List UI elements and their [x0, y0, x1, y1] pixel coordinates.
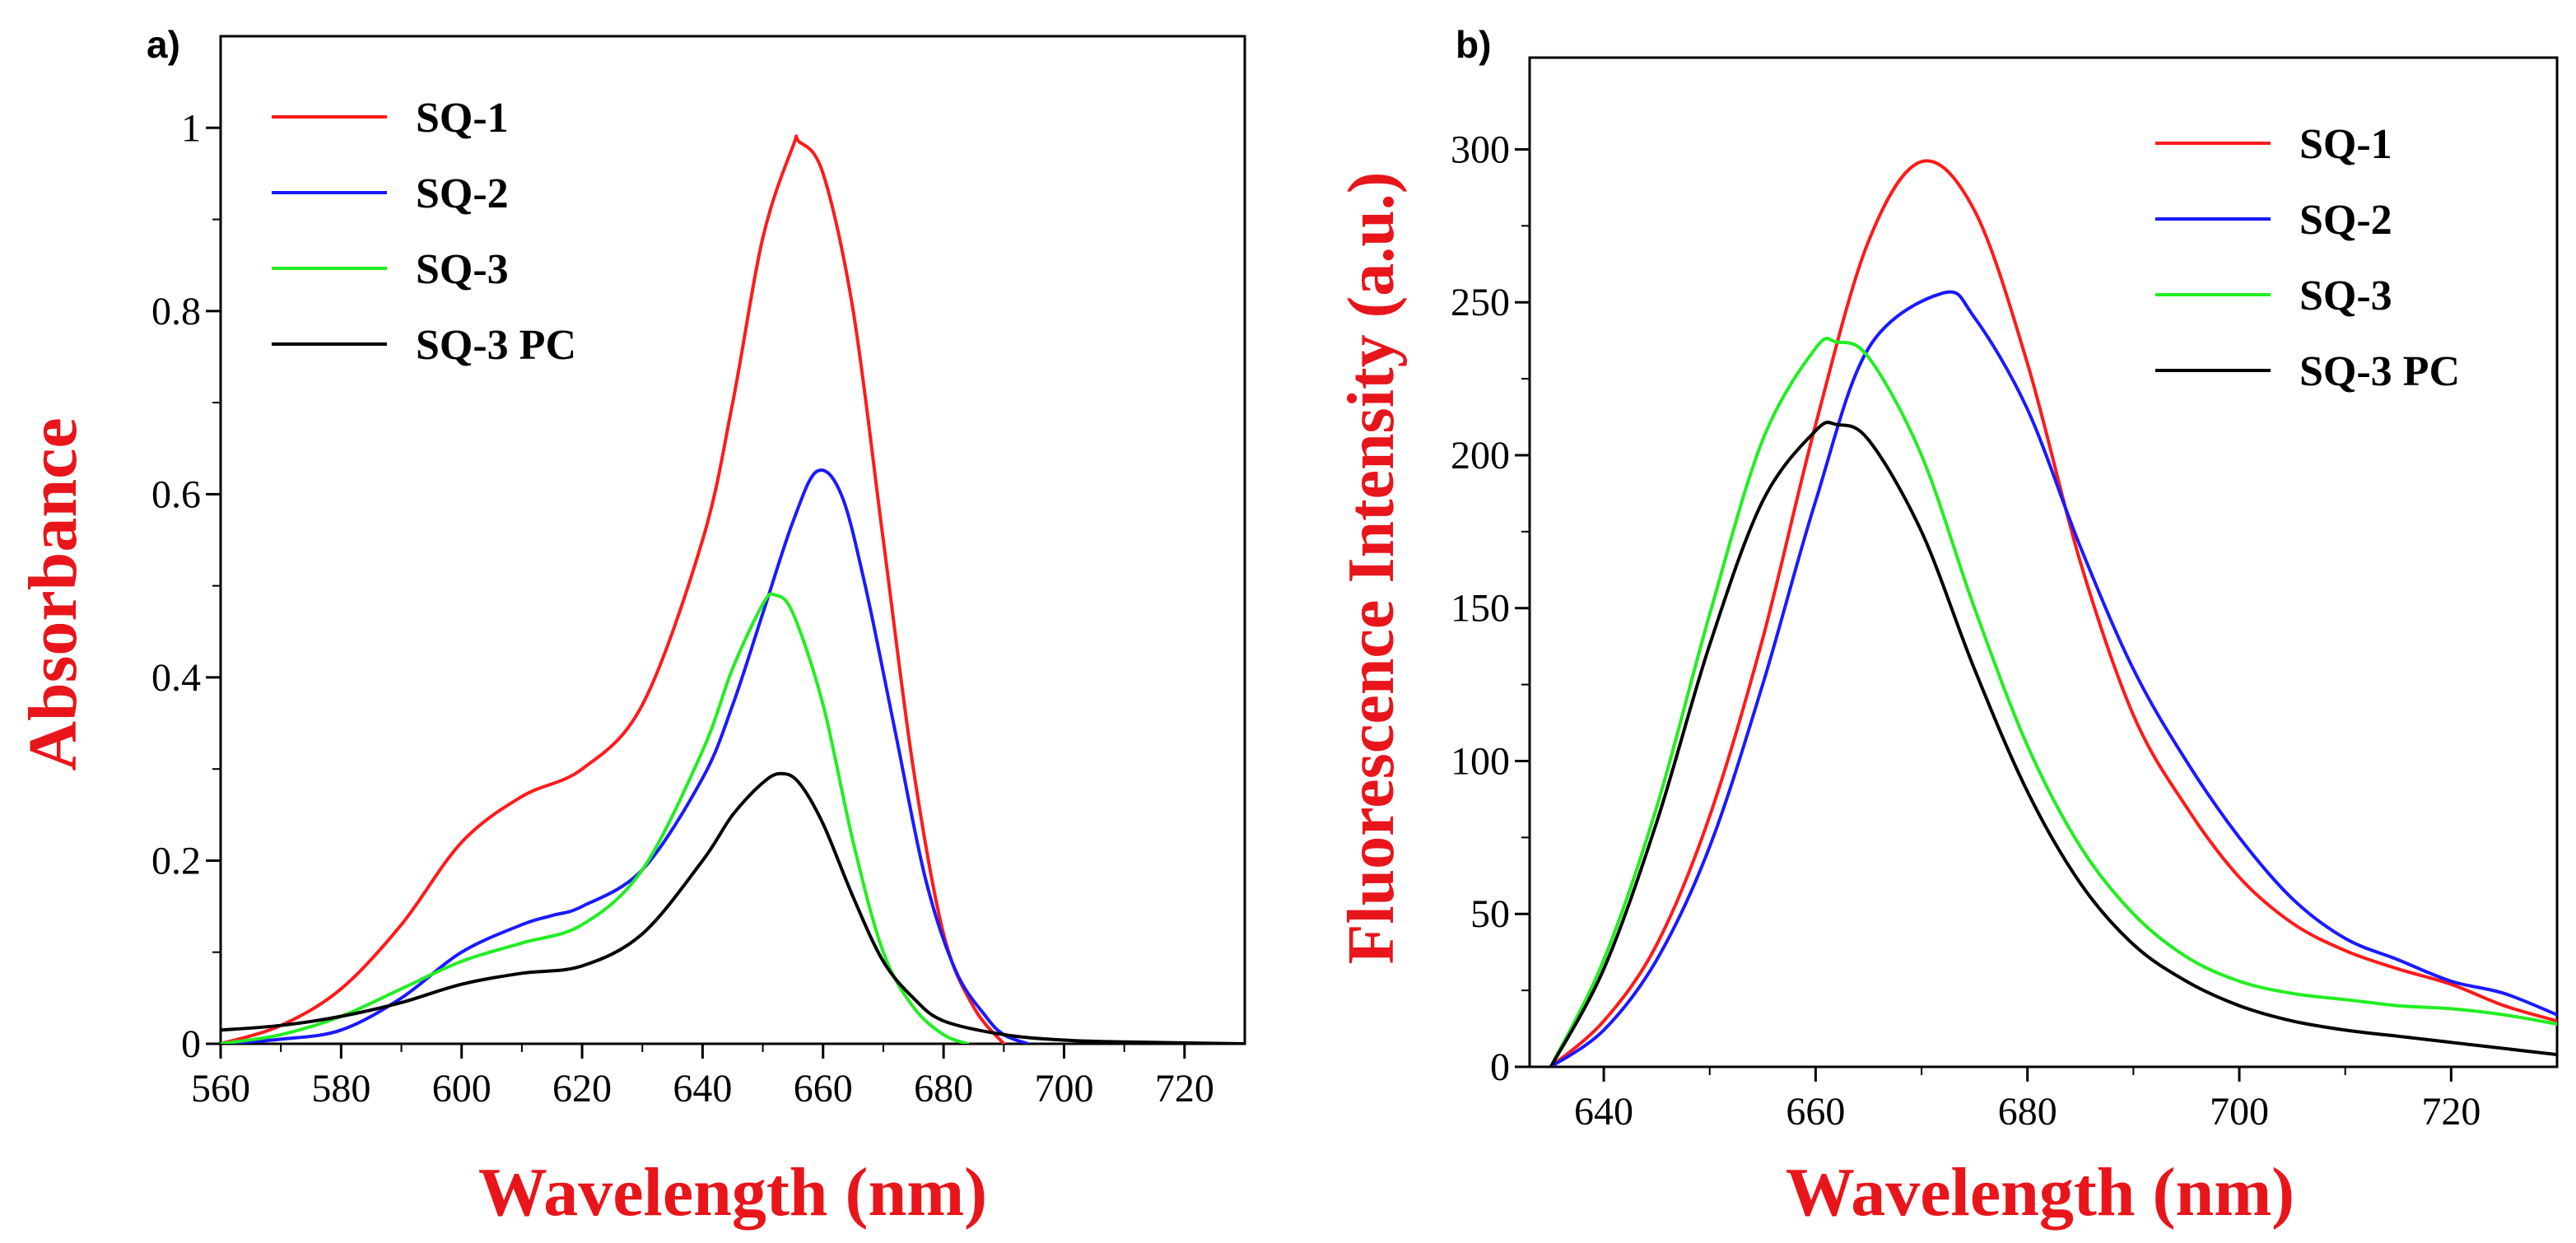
panel-b-y-axis-title: Fluorescence Intensity (a.u.): [1335, 172, 1408, 965]
panel-b-y-ticks: 0 50 100 150 200 250 300: [1451, 128, 1530, 1089]
panel-a-legend-label-sq-2: SQ-2: [416, 170, 509, 217]
panel-b-x-tick-label: 660: [1786, 1090, 1845, 1134]
panel-a-y-tick-label: 0.4: [151, 656, 201, 700]
panel-b-plot-frame: [1528, 56, 2559, 1068]
panel-a-label: a): [147, 23, 180, 66]
panel-b-y-tick-label: 300: [1451, 128, 1510, 171]
panel-a-y-tick-label: 0.2: [151, 839, 201, 882]
panel-b-series-line-sq-2: [1549, 290, 2557, 1067]
panel-b-legend-label-sq-3: SQ-3: [2299, 272, 2392, 319]
panel-b-x-axis-title: Wavelength (nm): [1786, 1154, 2294, 1231]
panel-a-y-tick-label: 0.6: [151, 473, 201, 516]
panel-a-series: [221, 134, 1245, 1044]
panel-b-x-tick-label: 680: [1998, 1090, 2057, 1134]
panel-a-x-tick-label: 700: [1034, 1067, 1093, 1110]
panel-a-legend-label-sq-3-pc: SQ-3 PC: [416, 322, 576, 369]
panel-b-y-tick-label: 50: [1470, 892, 1510, 936]
panel-a-x-axis-title: Wavelength (nm): [478, 1154, 987, 1231]
panel-b-y-tick-label: 250: [1451, 281, 1510, 324]
panel-a-x-tick-label: 600: [432, 1067, 491, 1110]
panel-a-y-tick-label: 0.8: [151, 290, 201, 333]
panel-a-x-ticks: 560 580 600 620 640 660 680 700 720: [191, 1044, 1214, 1110]
panel-b-legend-label-sq-3-pc: SQ-3 PC: [2299, 348, 2460, 395]
panel-b-series-line-sq-3-pc: [1549, 421, 2557, 1067]
panel-a-x-tick-label: 660: [794, 1067, 853, 1110]
panel-b-y-tick-label: 0: [1490, 1045, 1510, 1089]
panel-a-y-tick-label: 1: [181, 106, 201, 150]
panel-a-series-line-sq-3: [221, 592, 970, 1044]
panel-b-legend: SQ-1 SQ-2 SQ-3 SQ-3 PC: [2155, 121, 2460, 395]
panel-a-legend-label-sq-3: SQ-3: [416, 246, 509, 293]
panel-a-y-ticks: 0 0.2 0.4 0.6 0.8 1: [151, 106, 221, 1066]
panel-b-x-ticks: 640 660 680 700 720: [1574, 1067, 2481, 1134]
panel-b-fluorescence-chart: b) 640 660 680 700 720 0 50 100 150 200 250 300 SQ…: [1335, 23, 2559, 1231]
panel-b-x-tick-label: 720: [2421, 1090, 2481, 1134]
panel-a-x-tick-label: 620: [552, 1067, 612, 1110]
panel-a-plot-frame: [219, 35, 1246, 1045]
panel-a-series-line-sq-1: [221, 134, 1006, 1044]
panel-b-x-tick-label: 700: [2210, 1090, 2269, 1134]
panel-a-x-tick-label: 640: [673, 1067, 732, 1110]
panel-b-series: [1549, 159, 2557, 1067]
panel-a-legend: SQ-1 SQ-2 SQ-3 SQ-3 PC: [272, 95, 576, 369]
panel-b-y-tick-label: 150: [1451, 587, 1510, 631]
panel-b-legend-label-sq-1: SQ-1: [2299, 121, 2392, 168]
panel-a-series-line-sq-3-pc: [221, 771, 1245, 1044]
panel-b-label: b): [1456, 23, 1491, 66]
panel-b-series-line-sq-3: [1549, 337, 2557, 1067]
panel-a-absorbance-chart: a) 560 580 600 620 640 660 680 700 720 0 0.2 0.4 0.…: [15, 23, 1246, 1231]
panel-b-legend-label-sq-2: SQ-2: [2299, 197, 2392, 244]
panel-a-y-tick-label: 0: [181, 1022, 201, 1066]
panel-b-y-tick-label: 200: [1451, 434, 1510, 477]
panel-b-y-tick-label: 100: [1451, 739, 1510, 783]
panel-a-x-tick-label: 580: [311, 1067, 370, 1110]
panel-a-legend-label-sq-1: SQ-1: [416, 95, 509, 142]
panel-b-x-tick-label: 640: [1574, 1090, 1633, 1134]
panel-a-series-line-sq-2: [221, 468, 1030, 1044]
panel-a-x-tick-label: 720: [1155, 1067, 1214, 1110]
panel-a-x-tick-label: 680: [914, 1067, 973, 1110]
panel-b-series-line-sq-1: [1549, 159, 2557, 1067]
panel-a-x-tick-label: 560: [191, 1067, 250, 1110]
panel-a-y-axis-title: Absorbance: [15, 417, 91, 770]
